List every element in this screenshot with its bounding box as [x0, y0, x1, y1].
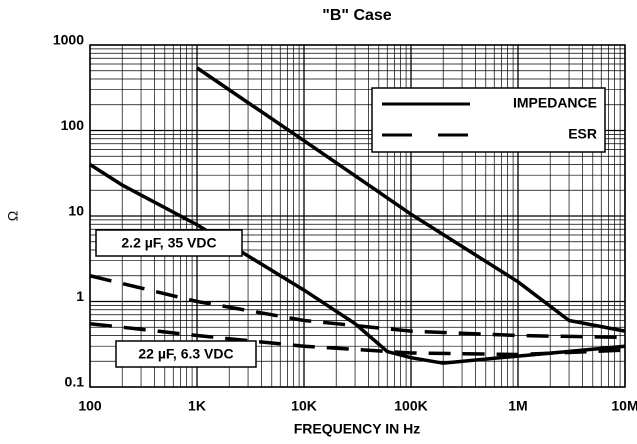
chart-title: "B" Case	[322, 7, 392, 24]
series-line	[89, 163, 626, 365]
legend-box	[371, 87, 606, 153]
y-tick-label: 10	[68, 203, 84, 219]
x-tick-label: 10K	[291, 398, 317, 414]
x-axis-label: FREQUENCY IN Hz	[294, 421, 421, 437]
y-tick-label: 1	[76, 288, 84, 304]
x-tick-label: 10M	[611, 398, 637, 414]
annotation: 22 µF, 6.3 VDC	[138, 346, 233, 362]
y-axis-label: Ω	[5, 211, 21, 221]
annotation: 2.2 µF, 35 VDC	[121, 235, 216, 251]
series-line	[196, 66, 626, 333]
plot-frame	[89, 44, 626, 388]
legend-label: ESR	[568, 126, 597, 142]
y-tick-label: 1000	[53, 32, 84, 48]
legend-label: IMPEDANCE	[513, 95, 597, 111]
annotation-box	[115, 340, 257, 368]
x-tick-label: 1M	[508, 398, 527, 414]
x-tick-label: 100K	[394, 398, 427, 414]
annotation-box	[95, 229, 243, 257]
series-line	[89, 321, 626, 357]
y-tick-label: 0.1	[65, 374, 85, 390]
y-tick-label: 100	[61, 117, 85, 133]
x-tick-label: 100	[78, 398, 102, 414]
series-line	[89, 274, 626, 340]
x-tick-label: 1K	[188, 398, 206, 414]
